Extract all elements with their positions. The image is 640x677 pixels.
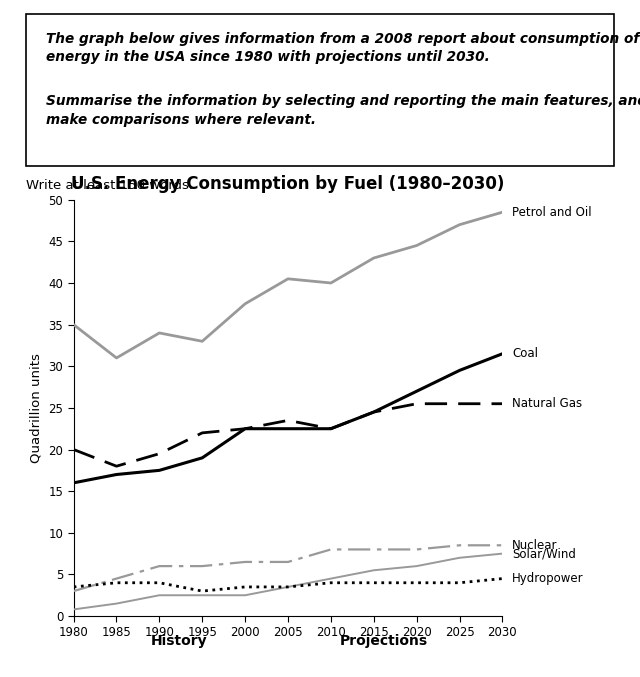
Text: Solar/Wind: Solar/Wind bbox=[512, 547, 576, 560]
Text: Write at least 150 words.: Write at least 150 words. bbox=[26, 179, 193, 192]
Text: Nuclear: Nuclear bbox=[512, 539, 557, 552]
Text: The graph below gives information from a 2008 report about consumption of
energy: The graph below gives information from a… bbox=[46, 32, 639, 64]
Text: History: History bbox=[151, 634, 207, 647]
Text: Hydropower: Hydropower bbox=[512, 572, 584, 585]
Y-axis label: Quadrillion units: Quadrillion units bbox=[29, 353, 43, 463]
Text: Coal: Coal bbox=[512, 347, 538, 360]
Text: Natural Gas: Natural Gas bbox=[512, 397, 582, 410]
Text: Petrol and Oil: Petrol and Oil bbox=[512, 206, 591, 219]
FancyBboxPatch shape bbox=[26, 14, 614, 166]
Text: Projections: Projections bbox=[340, 634, 428, 647]
Text: Summarise the information by selecting and reporting the main features, and
make: Summarise the information by selecting a… bbox=[46, 94, 640, 127]
Title: U.S. Energy Consumption by Fuel (1980–2030): U.S. Energy Consumption by Fuel (1980–20… bbox=[71, 175, 505, 192]
